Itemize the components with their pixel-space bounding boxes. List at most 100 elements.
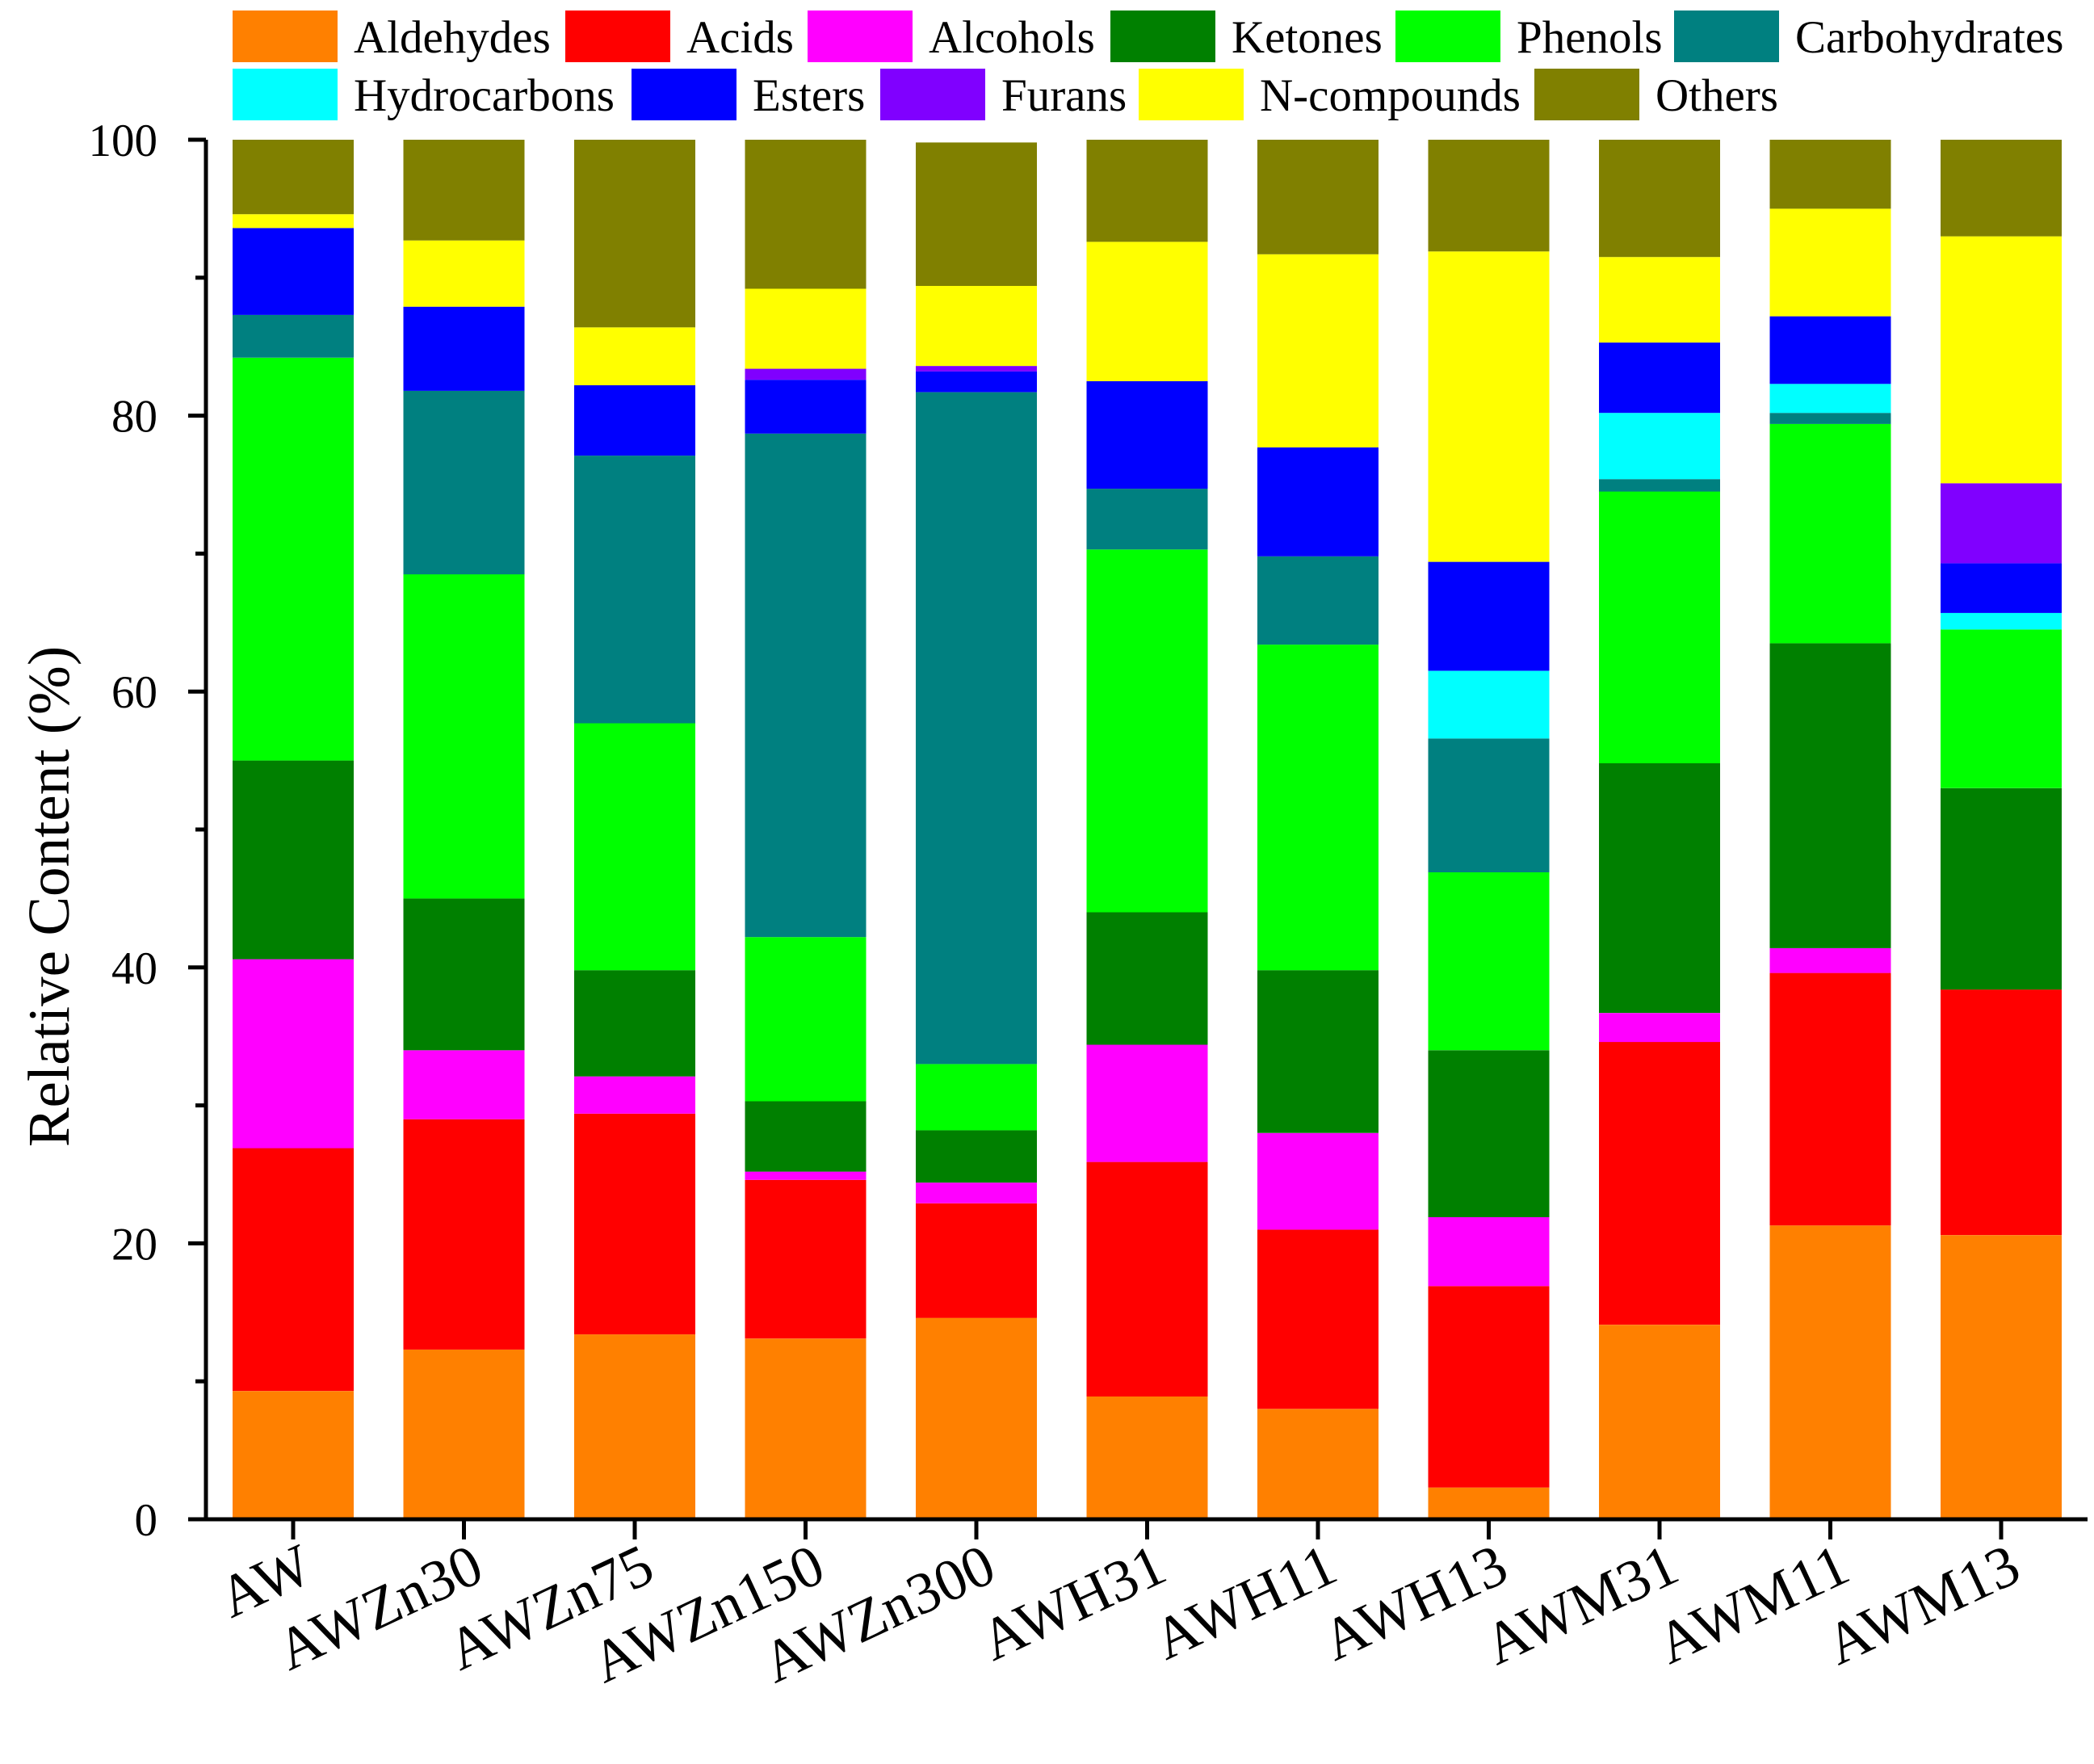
legend-swatch-esters: [632, 69, 736, 120]
bar-segment-awm31-alcohols: [1599, 1013, 1720, 1043]
bar-segment-awzn300-phenols: [916, 1064, 1037, 1131]
y-tick-label: 60: [111, 667, 157, 718]
bar-segment-awzn75-n-compounds: [574, 327, 695, 385]
bar-segment-awh13-hydrocarbons: [1428, 670, 1550, 739]
bar-segment-awh31-ketones: [1086, 912, 1208, 1045]
bar-segment-awzn300-furans: [916, 366, 1037, 372]
bar-segment-awm11-acids: [1769, 972, 1891, 1226]
bar-segment-awzn75-others: [574, 140, 695, 328]
bar-segment-awm13-furans: [1941, 483, 2062, 564]
bar-segment-awm31-carbohydrates: [1599, 479, 1720, 492]
bar-segment-awh31-alcohols: [1086, 1044, 1208, 1162]
bar-segment-awzn30-alcohols: [403, 1050, 525, 1119]
bar-segment-awzn30-others: [403, 140, 525, 241]
bar-segment-awzn300-acids: [916, 1203, 1037, 1318]
x-tick-label-awm13: AWM13: [1816, 1531, 2029, 1678]
bar-segment-awh11-phenols: [1257, 645, 1379, 971]
bar-segment-awm31-n-compounds: [1599, 257, 1720, 343]
legend-label-hydrocarbons: Hydrocarbons: [354, 70, 615, 121]
bar-segment-awzn150-others: [745, 140, 867, 289]
legend-swatch-others: [1534, 69, 1639, 120]
bar-segment-awh13-n-compounds: [1428, 251, 1550, 562]
bar-segment-awm13-others: [1941, 140, 2062, 237]
y-ticks: 0 20 40 60 80 100: [89, 116, 206, 1546]
bar-segment-awh31-others: [1086, 140, 1208, 242]
bar-segment-awh13-alcohols: [1428, 1216, 1550, 1287]
bars: [233, 140, 2062, 1519]
bar-segment-awzn150-ketones: [745, 1101, 867, 1172]
legend-swatch-n-compounds: [1139, 69, 1244, 120]
legend-label-acids: Acids: [686, 12, 794, 63]
x-tick-label-awm31: AWM31: [1475, 1531, 1688, 1678]
bar-segment-awh31-esters: [1086, 380, 1208, 489]
y-axis-title: Relative Content (%): [16, 646, 82, 1147]
bar-segment-awzn75-phenols: [574, 723, 695, 971]
legend-swatch-furans: [880, 69, 985, 120]
x-tick-label-awh11: AWH11: [1144, 1531, 1346, 1672]
bar-segment-awm11-ketones: [1769, 643, 1891, 948]
bar-segment-awzn75-acids: [574, 1113, 695, 1335]
bar-segment-awzn75-esters: [574, 385, 695, 456]
bar-segment-awm11-n-compounds: [1769, 208, 1891, 317]
bar-segment-awzn300-alcohols: [916, 1182, 1037, 1203]
legend-swatch-alcohols: [808, 10, 913, 62]
bar-segment-awzn75-ketones: [574, 970, 695, 1077]
legend-label-esters: Esters: [753, 70, 865, 121]
bar-segment-awm13-ketones: [1941, 788, 2062, 990]
bar-segment-awm31-esters: [1599, 342, 1720, 414]
bar-segment-awzn300-n-compounds: [916, 286, 1037, 367]
bar-segment-awzn75-alcohols: [574, 1076, 695, 1114]
bar-segment-awh11-aldehydes: [1257, 1409, 1379, 1519]
bar-segment-awm11-alcohols: [1769, 947, 1891, 973]
bar-segment-awm13-hydrocarbons: [1941, 612, 2062, 630]
bar-segment-awh11-ketones: [1257, 970, 1379, 1133]
x-ticks: AWAWZn30AWZn75AWZn150AWZn300AWH31AWH11AW…: [209, 1519, 2029, 1695]
bar-segment-aw-acids: [233, 1148, 354, 1392]
bar-segment-awm11-phenols: [1769, 423, 1891, 644]
y-tick-label: 0: [135, 1495, 158, 1546]
bar-segment-awzn150-n-compounds: [745, 288, 867, 369]
bar-segment-awh31-carbohydrates: [1086, 489, 1208, 550]
bar-segment-aw-alcohols: [233, 959, 354, 1149]
bar-segment-awzn75-aldehydes: [574, 1334, 695, 1519]
legend-label-carbohydrates: Carbohydrates: [1795, 12, 2063, 63]
bar-segment-awh13-carbohydrates: [1428, 738, 1550, 872]
bar-segment-awm31-others: [1599, 140, 1720, 258]
legend-label-aldehydes: Aldehydes: [354, 12, 551, 63]
bar-segment-awm13-phenols: [1941, 629, 2062, 788]
legend-swatch-acids: [565, 10, 670, 62]
bar-segment-awm31-ketones: [1599, 763, 1720, 1014]
legend-swatch-hydrocarbons: [233, 69, 338, 120]
x-tick-label-awh13: AWH13: [1312, 1531, 1517, 1673]
legend-swatch-carbohydrates: [1674, 10, 1779, 62]
legend-label-phenols: Phenols: [1517, 12, 1663, 63]
legend-label-furans: Furans: [1001, 70, 1127, 121]
bar-segment-awm11-esters: [1769, 316, 1891, 384]
bar-segment-aw-ketones: [233, 760, 354, 960]
bar-segment-awzn300-ketones: [916, 1130, 1037, 1183]
bar-segment-awzn30-n-compounds: [403, 240, 525, 307]
bar-segment-awh13-esters: [1428, 561, 1550, 671]
bar-segment-awh31-phenols: [1086, 549, 1208, 913]
bar-segment-awzn300-others: [916, 142, 1037, 286]
bar-segment-awh31-n-compounds: [1086, 242, 1208, 381]
bar-segment-awm11-others: [1769, 140, 1891, 209]
bar-segment-awzn150-alcohols: [745, 1171, 867, 1180]
bar-segment-awh11-esters: [1257, 447, 1379, 556]
bar-segment-awzn150-acids: [745, 1179, 867, 1339]
bar-segment-awzn300-carbohydrates: [916, 392, 1037, 1065]
bar-segment-awm13-acids: [1941, 989, 2062, 1236]
y-tick-label: 100: [89, 116, 158, 166]
bar-segment-awm31-phenols: [1599, 491, 1720, 763]
bar-segment-awh13-phenols: [1428, 872, 1550, 1051]
legend-label-n-compounds: N-compounds: [1260, 70, 1521, 121]
y-tick-label: 80: [111, 392, 157, 443]
y-tick-label: 20: [111, 1219, 157, 1270]
bar-segment-aw-others: [233, 140, 354, 215]
bar-segment-awm13-esters: [1941, 563, 2062, 613]
bar-segment-aw-carbohydrates: [233, 314, 354, 358]
x-tick-label-awh31: AWH31: [971, 1531, 1175, 1673]
bar-segment-awh11-others: [1257, 140, 1379, 254]
bar-segment-awh13-aldehydes: [1428, 1487, 1550, 1519]
